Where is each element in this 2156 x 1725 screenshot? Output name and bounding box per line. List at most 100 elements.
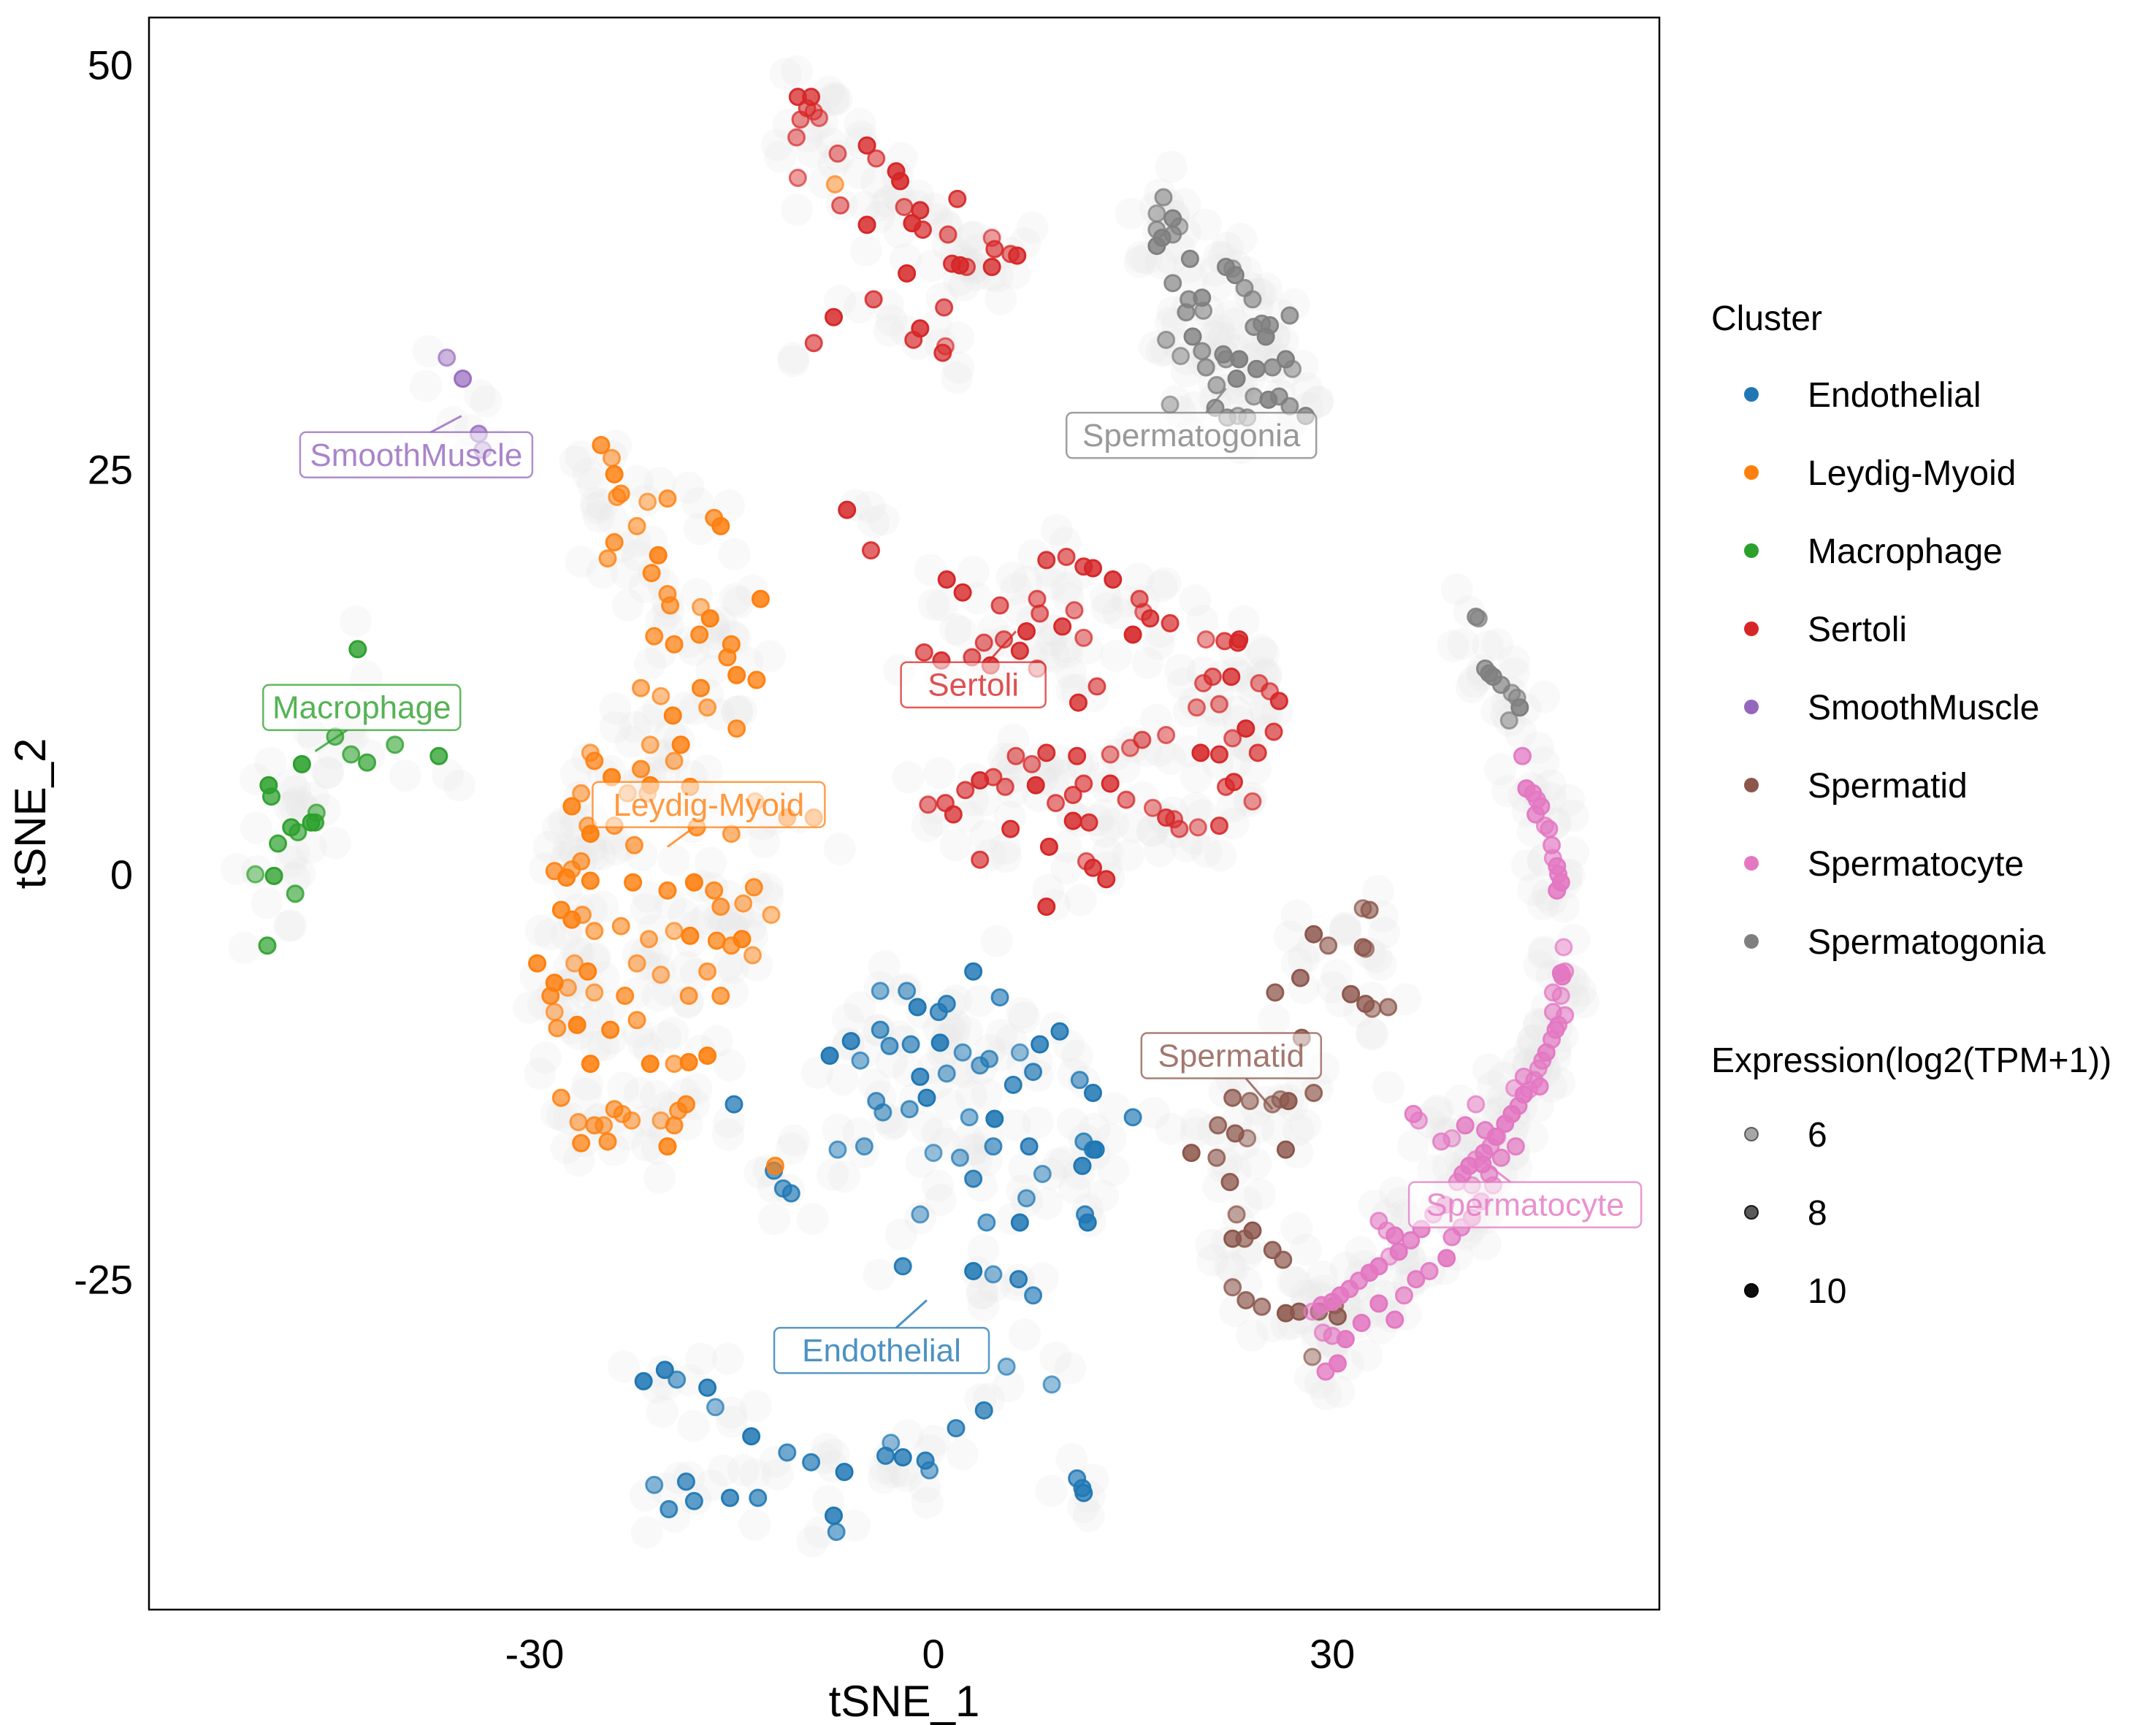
background-cell-point [775,1132,808,1165]
point-spermatid [1240,1092,1259,1111]
point-endothelial [655,1361,674,1380]
legend-expression-swatch [1744,1127,1759,1141]
background-cell-point [1472,1053,1505,1086]
background-cell-point [254,746,287,779]
background-cell-point [1368,917,1401,949]
point-leydig-myoid [567,1015,586,1034]
background-cell-point [858,1068,891,1101]
background-cell-point [867,1461,900,1494]
background-cell-point [312,756,345,789]
point-leydig-myoid [734,894,753,913]
point-sertoli [956,781,975,800]
point-leydig-myoid [632,678,651,697]
point-spermatid [1266,983,1285,1002]
point-spermatocyte [1420,1262,1439,1281]
point-endothelial [900,1100,919,1119]
background-cell-point [1279,1266,1312,1299]
cluster-label-leader-line [1478,1157,1512,1183]
background-cell-point [985,1018,1018,1051]
background-cell-point [412,335,445,368]
background-cell-point [844,107,876,140]
background-cell-point [607,1071,640,1104]
background-cell-point [623,1076,656,1109]
background-cell-point [1087,1179,1120,1212]
point-endothelial [964,962,983,981]
background-cell-point [911,1486,944,1519]
point-sertoli [1196,630,1215,649]
background-cell-point [599,692,632,725]
background-cell-point [599,711,632,743]
background-cell-point [619,711,651,743]
background-cell-point [311,757,344,789]
point-leydig-myoid [581,825,600,844]
cluster-label-box [299,431,534,479]
background-cell-point [1037,766,1070,799]
point-endothelial [911,1205,930,1224]
background-cell-point [1213,1250,1246,1283]
point-endothelial [1050,1022,1069,1041]
background-cell-point [694,846,727,879]
background-cell-point [875,1046,908,1079]
background-cell-point [921,1117,954,1150]
point-spermatogonia [1245,387,1264,406]
background-cell-point [812,75,845,108]
point-endothelial [1004,1075,1022,1094]
background-cell-point [681,487,714,520]
background-cell-point [1064,884,1097,917]
background-cell-point [1099,640,1132,673]
point-spermatocyte [1303,1302,1322,1321]
cluster-label-text: Spermatid [1158,1039,1305,1074]
background-cell-point [989,833,1022,865]
background-cell-point [948,269,981,302]
point-endothelial [634,1372,653,1391]
background-cell-point [1126,781,1159,814]
cluster-label-box [773,1326,990,1374]
background-cell-point [967,1289,1000,1322]
background-cell-point [1291,372,1323,405]
y-tick-label: -25 [74,1257,133,1303]
background-cell-point [804,1516,837,1549]
point-spermatogonia [1163,274,1182,293]
background-cell-point [719,583,752,616]
point-sertoli [1008,246,1027,265]
point-spermatogonia [1283,359,1302,378]
cluster-label-text: Leydig-Myoid [613,787,805,823]
point-spermatid [1223,1088,1242,1107]
background-cell-point [875,304,908,337]
background-cell-point [1528,681,1561,714]
point-leydig-myoid [601,1020,620,1039]
point-spermatocyte [1404,1104,1423,1123]
background-cell-point [1261,1114,1293,1147]
background-cell-point [513,991,546,1024]
background-cell-point [529,1041,562,1074]
point-spermatogonia [1499,711,1518,730]
point-spermatogonia [1196,358,1215,377]
background-cell-point [1050,630,1082,663]
point-endothelial [827,1523,846,1542]
point-sertoli [1248,743,1267,762]
point-leydig-myoid [711,986,730,1005]
point-spermatid [1290,1302,1309,1321]
background-cell-point [807,166,840,199]
background-cell-point [796,1525,829,1558]
background-cell-point [1378,1176,1411,1209]
point-sertoli [1143,798,1162,817]
cluster-label-smoothmuscle: SmoothMuscle [299,415,534,479]
background-cell-point [968,784,1001,816]
point-sertoli [1117,790,1136,809]
point-spermatocyte [1316,1362,1335,1381]
background-cell-point [911,809,944,842]
y-axis-title: tSNE_2 [6,738,55,890]
point-sertoli [953,583,972,602]
point-endothelial [893,1448,912,1467]
point-leydig-myoid [585,922,604,941]
background-cell-point [967,1233,1000,1266]
point-leydig-myoid [585,751,604,770]
background-cell-point [279,775,312,808]
point-spermatogonia [1161,395,1180,414]
point-macrophage [246,865,265,884]
background-cell-point [1239,752,1272,785]
background-cell-point [1276,1265,1309,1298]
background-cell-point [1528,935,1561,968]
background-cell-point [1031,1187,1063,1220]
